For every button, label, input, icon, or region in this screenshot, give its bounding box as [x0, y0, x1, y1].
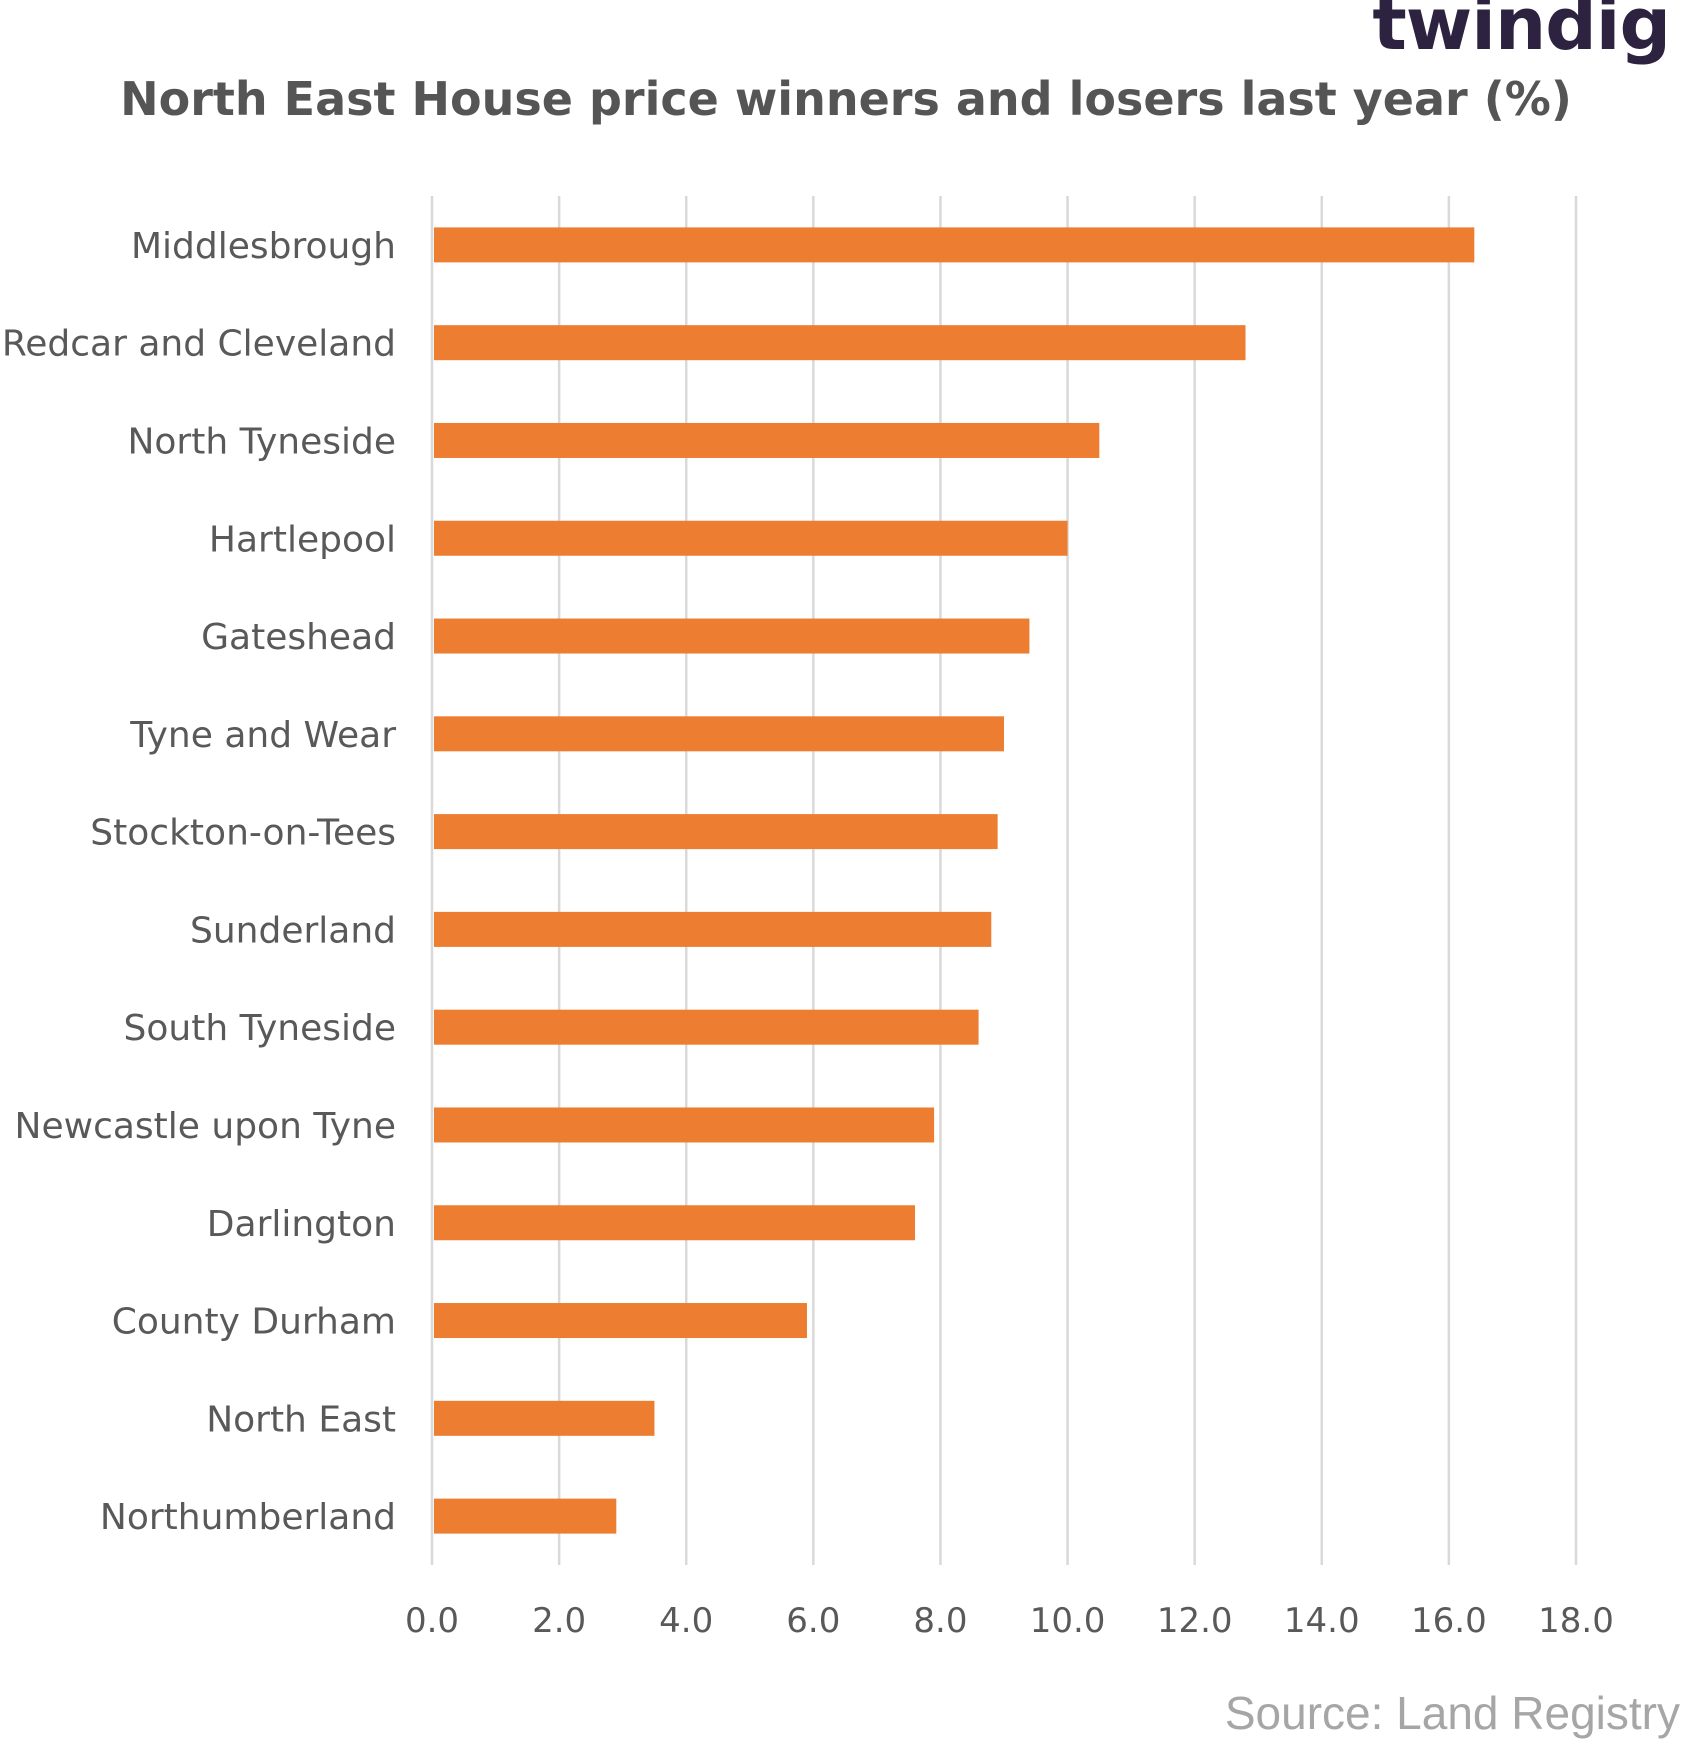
category-label: North Tyneside [127, 421, 396, 462]
chart-title: North East House price winners and loser… [120, 72, 1572, 126]
category-label: Redcar and Cleveland [2, 324, 396, 365]
category-label: Newcastle upon Tyne [15, 1106, 396, 1147]
bar [434, 1303, 807, 1339]
bar [434, 1107, 935, 1143]
x-tick-label: 16.0 [1411, 1601, 1487, 1641]
gridlines [430, 196, 1578, 1565]
category-label: Sunderland [190, 910, 396, 951]
twindig-logo: twindig [1372, 0, 1671, 66]
category-label: South Tyneside [124, 1008, 396, 1049]
bar [434, 1205, 916, 1241]
source-note: Source: Land Registry [1224, 1687, 1680, 1739]
bar [434, 618, 1030, 654]
bar [434, 814, 998, 850]
bar [434, 1498, 617, 1534]
x-tick-labels: 0.0 2.0 4.0 6.0 8.0 10.0 12.0 14.0 16.0 18.0 [405, 1601, 1614, 1641]
x-tick-label: 8.0 [913, 1601, 967, 1641]
category-label: North East [206, 1399, 396, 1440]
x-tick-label: 0.0 [405, 1601, 459, 1641]
x-tick-label: 2.0 [532, 1601, 586, 1641]
category-label: County Durham [112, 1302, 396, 1343]
bar [434, 520, 1068, 556]
x-tick-label: 4.0 [659, 1601, 713, 1641]
category-label: Hartlepool [209, 519, 396, 560]
x-tick-label: 10.0 [1030, 1601, 1106, 1641]
category-label: Darlington [207, 1204, 396, 1245]
category-label: Stockton-on-Tees [90, 813, 396, 854]
bar [434, 325, 1246, 361]
category-label: Middlesbrough [131, 226, 396, 267]
logo-text: twindig [1372, 0, 1671, 66]
bar [434, 911, 992, 947]
category-labels: Middlesbrough Redcar and Cleveland North T… [2, 226, 396, 1538]
bar [434, 422, 1100, 458]
bar [434, 1400, 655, 1436]
category-label: Gateshead [201, 617, 396, 658]
x-tick-label: 6.0 [786, 1601, 840, 1641]
category-label: Northumberland [100, 1497, 396, 1538]
x-tick-label: 14.0 [1284, 1601, 1360, 1641]
x-tick-label: 12.0 [1157, 1601, 1233, 1641]
x-tick-label: 18.0 [1538, 1601, 1614, 1641]
bar [434, 227, 1475, 263]
bars [434, 227, 1475, 1534]
bar [434, 1009, 979, 1045]
bar [434, 716, 1004, 752]
category-label: Tyne and Wear [129, 715, 396, 756]
